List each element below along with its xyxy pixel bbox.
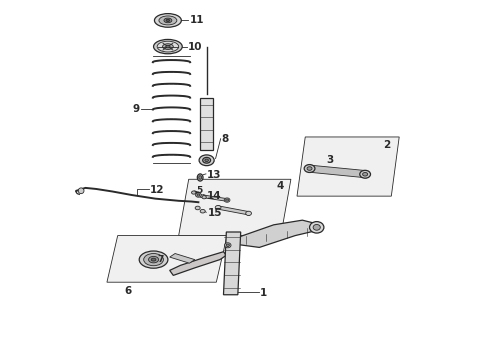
Ellipse shape: [205, 159, 208, 162]
Ellipse shape: [159, 16, 177, 25]
Text: 4: 4: [276, 181, 284, 191]
Ellipse shape: [199, 176, 201, 179]
Text: 8: 8: [221, 134, 229, 144]
Ellipse shape: [166, 19, 170, 22]
Polygon shape: [170, 252, 226, 275]
Text: 3: 3: [327, 155, 334, 165]
Text: 10: 10: [188, 42, 202, 51]
Ellipse shape: [192, 191, 196, 194]
Text: 14: 14: [207, 191, 221, 201]
Text: 5: 5: [196, 186, 203, 195]
Polygon shape: [218, 206, 250, 215]
Ellipse shape: [224, 198, 230, 202]
Ellipse shape: [224, 243, 231, 248]
Polygon shape: [170, 253, 195, 263]
Polygon shape: [107, 235, 227, 282]
Ellipse shape: [164, 18, 172, 23]
Ellipse shape: [197, 174, 203, 181]
Ellipse shape: [304, 165, 315, 172]
Ellipse shape: [154, 14, 181, 27]
Ellipse shape: [307, 167, 312, 170]
Circle shape: [78, 188, 84, 194]
Polygon shape: [223, 232, 241, 295]
Ellipse shape: [157, 41, 179, 52]
Text: 7: 7: [157, 255, 164, 264]
Polygon shape: [297, 137, 399, 196]
Text: 9: 9: [132, 104, 139, 114]
Ellipse shape: [313, 225, 320, 230]
Text: 1: 1: [259, 288, 267, 298]
Ellipse shape: [202, 195, 206, 199]
Ellipse shape: [153, 40, 182, 54]
Ellipse shape: [200, 210, 205, 213]
Ellipse shape: [203, 157, 211, 163]
Polygon shape: [308, 165, 367, 178]
Polygon shape: [238, 220, 317, 247]
Ellipse shape: [215, 206, 221, 210]
Ellipse shape: [245, 211, 251, 216]
Ellipse shape: [197, 194, 200, 196]
Ellipse shape: [151, 258, 156, 261]
Text: 11: 11: [190, 15, 204, 26]
Ellipse shape: [148, 256, 159, 263]
Ellipse shape: [363, 172, 368, 176]
Polygon shape: [179, 179, 291, 235]
Ellipse shape: [196, 193, 201, 197]
Ellipse shape: [163, 44, 173, 49]
Ellipse shape: [195, 206, 200, 210]
Ellipse shape: [199, 155, 214, 166]
Text: 13: 13: [207, 170, 221, 180]
Ellipse shape: [360, 170, 370, 178]
Ellipse shape: [144, 253, 164, 266]
Text: 6: 6: [125, 286, 132, 296]
Ellipse shape: [225, 199, 228, 201]
Text: 15: 15: [207, 208, 222, 218]
Ellipse shape: [139, 251, 168, 268]
Polygon shape: [199, 194, 228, 202]
Text: 2: 2: [383, 140, 391, 150]
Ellipse shape: [166, 45, 170, 48]
Ellipse shape: [310, 222, 324, 233]
Text: 12: 12: [150, 185, 165, 195]
Polygon shape: [200, 98, 213, 149]
Ellipse shape: [226, 244, 229, 247]
